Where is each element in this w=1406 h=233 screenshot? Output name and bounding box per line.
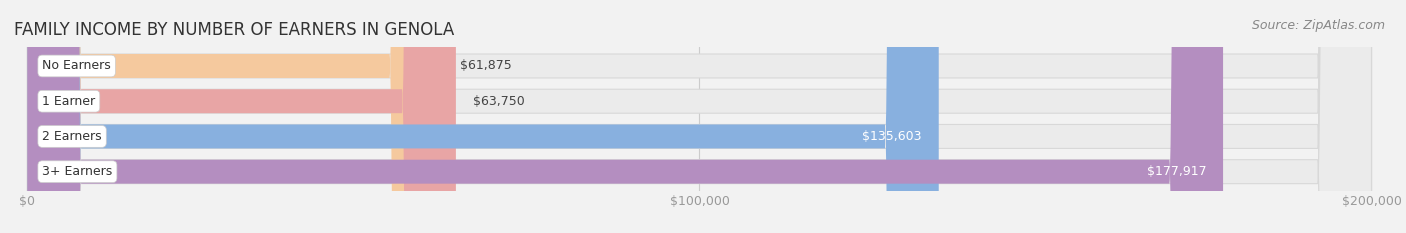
- Text: $177,917: $177,917: [1147, 165, 1206, 178]
- Text: $61,875: $61,875: [460, 59, 512, 72]
- FancyBboxPatch shape: [28, 0, 456, 233]
- Text: $63,750: $63,750: [472, 95, 524, 108]
- Text: 2 Earners: 2 Earners: [42, 130, 101, 143]
- FancyBboxPatch shape: [28, 0, 1371, 233]
- Text: 3+ Earners: 3+ Earners: [42, 165, 112, 178]
- FancyBboxPatch shape: [28, 0, 1371, 233]
- Text: 1 Earner: 1 Earner: [42, 95, 96, 108]
- Text: FAMILY INCOME BY NUMBER OF EARNERS IN GENOLA: FAMILY INCOME BY NUMBER OF EARNERS IN GE…: [14, 21, 454, 39]
- FancyBboxPatch shape: [28, 0, 443, 233]
- FancyBboxPatch shape: [28, 0, 1223, 233]
- Text: No Earners: No Earners: [42, 59, 111, 72]
- FancyBboxPatch shape: [28, 0, 939, 233]
- FancyBboxPatch shape: [28, 0, 1371, 233]
- FancyBboxPatch shape: [28, 0, 1371, 233]
- Text: Source: ZipAtlas.com: Source: ZipAtlas.com: [1251, 19, 1385, 32]
- Text: $135,603: $135,603: [862, 130, 922, 143]
